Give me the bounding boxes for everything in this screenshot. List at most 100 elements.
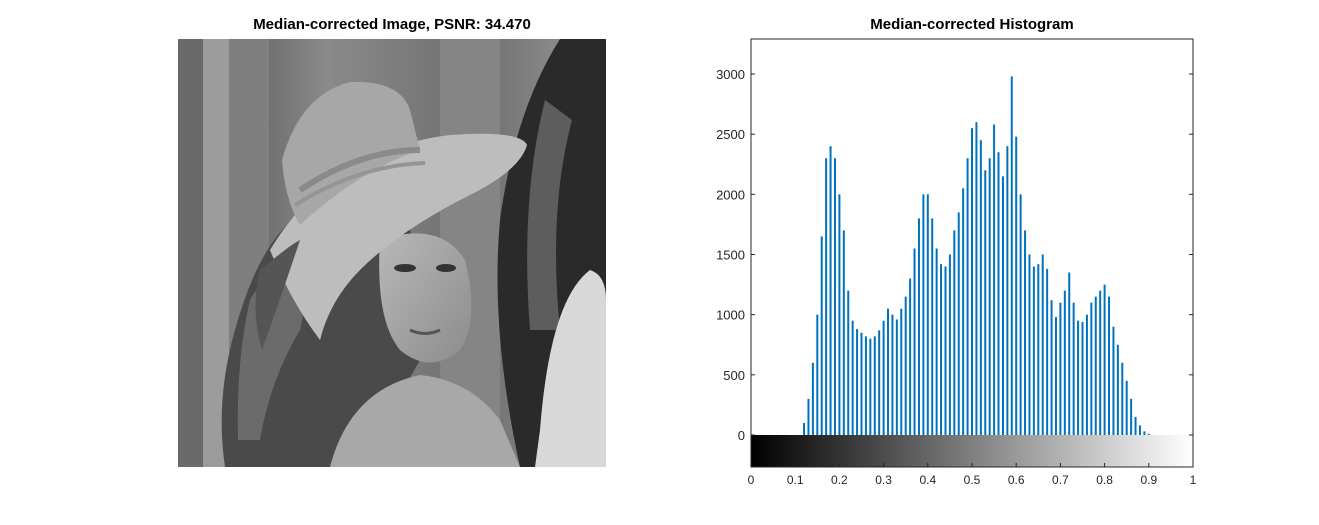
histogram-bar (971, 128, 973, 435)
histogram-bar (957, 212, 960, 435)
histogram-bar (962, 188, 965, 435)
histogram-bar (807, 398, 810, 435)
histogram-bar (913, 248, 916, 435)
histogram-bar (1134, 416, 1137, 435)
histogram-bar (1059, 302, 1062, 435)
histogram-bar (1125, 380, 1128, 435)
histogram-bar (895, 319, 898, 435)
histogram-bar (820, 236, 823, 435)
y-tick-label: 2000 (716, 187, 745, 202)
x-tick-label: 0.3 (875, 473, 892, 487)
histogram-bar (1072, 302, 1075, 435)
histogram-bar (887, 308, 890, 435)
histogram-bar (1032, 266, 1035, 435)
histogram-bar (1116, 344, 1119, 435)
histogram-bar (979, 140, 982, 435)
histogram-bar (873, 336, 876, 435)
histogram-bar (811, 362, 814, 435)
histogram-bar (900, 308, 903, 435)
histogram-bar (851, 320, 854, 435)
x-tick-label: 0.6 (1008, 473, 1025, 487)
histogram-bar (1037, 264, 1040, 435)
histogram-bar (909, 278, 912, 435)
histogram-bar (825, 158, 828, 435)
x-axis: 0 0.1 0.2 0.3 0.4 0.5 0.6 0.7 0.8 0.9 1 (748, 463, 1197, 487)
histogram-bar (816, 314, 819, 435)
image-title: Median-corrected Image, PSNR: 34.470 (253, 16, 531, 33)
y-axis: 0 500 1000 1500 2000 2500 3000 (716, 67, 1193, 443)
histogram-bar (1063, 290, 1066, 435)
histogram-bar (931, 218, 934, 435)
chart-title: Median-corrected Histogram (870, 16, 1073, 33)
histogram-bar (926, 194, 929, 435)
histogram-bar (1112, 326, 1115, 435)
histogram-bar (1010, 76, 1013, 435)
histogram-bar (997, 152, 1000, 435)
histogram-bar (847, 290, 850, 435)
x-tick-label: 0.7 (1052, 473, 1069, 487)
y-tick-label: 2500 (716, 127, 745, 142)
histogram-bar (944, 266, 947, 435)
median-corrected-image (178, 39, 606, 467)
histogram-bar (856, 329, 859, 435)
histogram-bar (1094, 296, 1097, 435)
x-tick-label: 0.5 (964, 473, 981, 487)
histogram-bar (948, 254, 951, 435)
x-tick-label: 0.9 (1140, 473, 1157, 487)
histogram-bar (1130, 398, 1133, 435)
histogram-bar (1147, 433, 1150, 435)
y-tick-label: 1000 (716, 308, 745, 323)
histogram-bar (1019, 194, 1022, 435)
histogram-bar (1099, 290, 1102, 435)
histogram-bar (904, 296, 907, 435)
y-tick-label: 1500 (716, 248, 745, 263)
histogram-bar (1090, 302, 1093, 435)
histogram-bar (891, 314, 894, 435)
grayscale-colorbar (751, 435, 1193, 467)
histogram-bar (829, 146, 832, 435)
histogram-bar (935, 248, 938, 435)
x-tick-label: 0.8 (1096, 473, 1113, 487)
x-tick-label: 0.4 (919, 473, 936, 487)
histogram-bar (1046, 268, 1049, 435)
histogram-bar (1077, 320, 1080, 435)
histogram-bar (878, 330, 881, 435)
histogram-bar (838, 194, 841, 435)
histogram-bar (922, 194, 925, 435)
histogram-bar (869, 338, 872, 435)
histogram-bar (1024, 230, 1027, 435)
plot-area: 0 500 1000 1500 2000 2500 3000 0 0.1 0.2 0.3 0.4 0.… (716, 38, 1197, 487)
histogram-bar (1138, 425, 1141, 435)
histogram-bar (1015, 136, 1018, 435)
histogram-bar (966, 158, 969, 435)
x-tick-label: 1 (1190, 473, 1197, 487)
y-tick-label: 500 (723, 368, 745, 383)
histogram-bar (1068, 272, 1071, 435)
histogram-bar (1121, 362, 1124, 435)
histogram-bar (803, 422, 806, 435)
histogram-bar (1108, 296, 1111, 435)
histogram-bar (842, 230, 845, 435)
histogram-bar (988, 158, 991, 435)
y-tick-label: 3000 (716, 67, 745, 82)
x-tick-label: 0.1 (787, 473, 804, 487)
histogram-bar (1054, 317, 1057, 435)
histogram-bar (1041, 254, 1044, 435)
histogram-bar (984, 170, 987, 435)
histogram-bar (1085, 314, 1088, 435)
histogram-bar (833, 158, 836, 435)
histogram-bar (1050, 300, 1053, 435)
histogram-bar (953, 230, 956, 435)
x-tick-label: 0.2 (831, 473, 848, 487)
histogram-bar (1028, 254, 1031, 435)
histogram-bar (882, 320, 885, 435)
histogram-bar (864, 336, 867, 435)
histogram-bar (993, 124, 996, 435)
histogram-bar (1143, 431, 1146, 435)
histogram-bar (940, 264, 943, 435)
y-tick-label: 0 (738, 428, 745, 443)
histogram-bar (917, 218, 920, 435)
histogram-bars (803, 76, 1150, 436)
histogram-bar (1103, 284, 1106, 435)
